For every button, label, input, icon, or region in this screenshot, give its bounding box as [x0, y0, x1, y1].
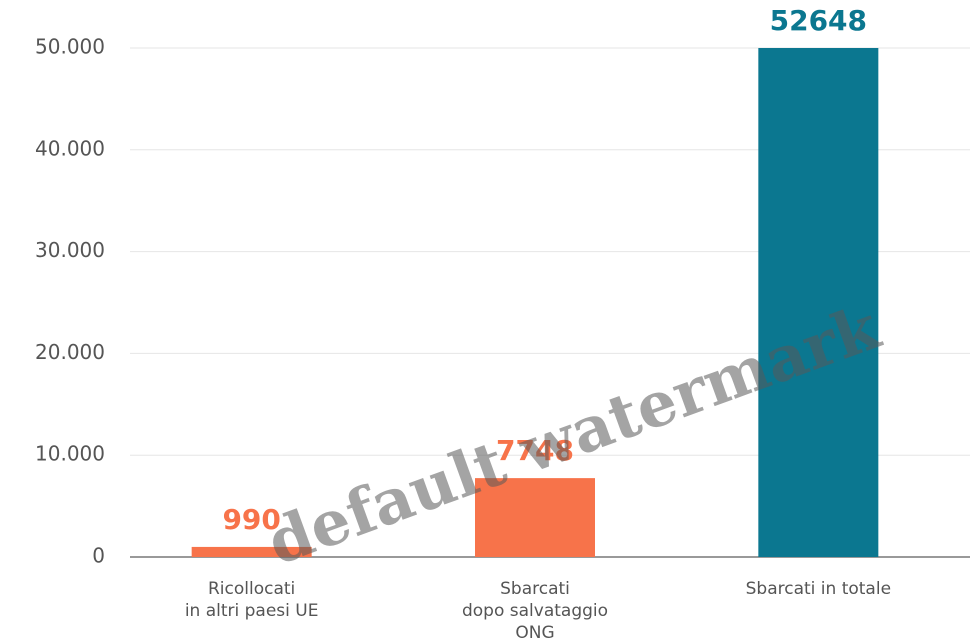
x-tick-label: Sbarcati in totale — [745, 579, 892, 599]
y-tick-label: 10.000 — [35, 442, 105, 466]
bar — [758, 48, 879, 558]
bar — [191, 546, 312, 557]
bar — [475, 478, 595, 557]
value-label: 7748 — [496, 434, 574, 467]
y-tick-label: 20.000 — [35, 340, 105, 364]
y-tick-label: 0 — [92, 544, 105, 568]
x-tick-label: Ricollocati in altri paesi UE — [184, 579, 319, 621]
y-tick-label: 50.000 — [35, 35, 105, 59]
value-label: 52648 — [770, 4, 867, 37]
x-tick-label: Sbarcati dopo salvataggio ONG — [461, 579, 609, 643]
value-label: 990 — [222, 503, 280, 536]
bars — [191, 48, 879, 558]
y-tick-label: 40.000 — [35, 136, 105, 160]
y-tick-label: 30.000 — [35, 238, 105, 262]
